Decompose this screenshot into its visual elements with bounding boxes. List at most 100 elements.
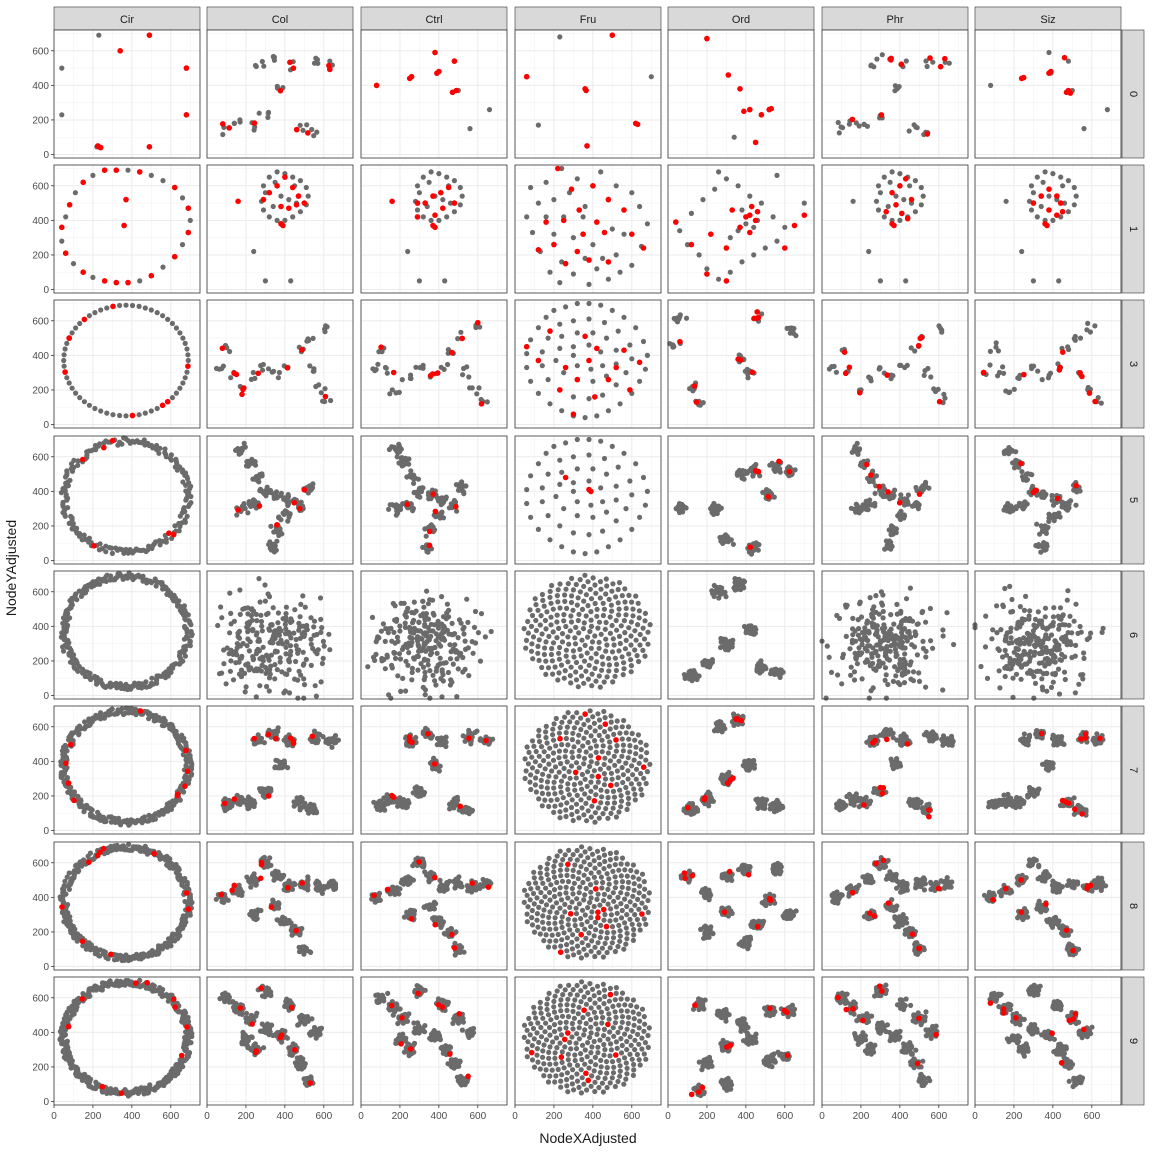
data-point	[603, 591, 608, 596]
data-point	[155, 310, 160, 315]
data-point	[1035, 641, 1040, 646]
data-point	[627, 478, 632, 483]
data-point	[1100, 630, 1105, 635]
data-point	[622, 599, 627, 604]
data-point	[463, 667, 468, 672]
data-point	[857, 123, 862, 128]
data-point	[125, 168, 130, 173]
data-point	[571, 530, 576, 535]
data-point	[1073, 602, 1078, 607]
data-point	[110, 412, 115, 417]
data-point	[1001, 604, 1006, 609]
highlight-point	[536, 247, 542, 253]
panel-background	[668, 436, 814, 564]
data-point	[1008, 635, 1013, 640]
highlight-point	[864, 462, 870, 468]
data-point	[951, 642, 956, 647]
data-point	[894, 530, 899, 535]
data-point	[540, 349, 545, 354]
data-point	[529, 641, 534, 646]
data-point	[272, 676, 277, 681]
facet-panel-ord-0	[668, 30, 814, 158]
data-point	[258, 599, 263, 604]
data-point	[174, 391, 179, 396]
data-point	[544, 609, 549, 614]
data-point	[1003, 388, 1008, 393]
data-point	[893, 673, 898, 678]
data-point	[446, 670, 451, 675]
data-point	[104, 411, 109, 416]
data-point	[618, 537, 623, 542]
highlight-point	[428, 373, 434, 379]
highlight-point	[857, 390, 863, 396]
data-point	[445, 602, 450, 607]
highlight-point	[291, 65, 297, 71]
data-point	[449, 649, 454, 654]
highlight-point	[563, 365, 569, 371]
data-point	[1073, 503, 1078, 508]
data-point	[637, 642, 642, 647]
data-point	[610, 679, 615, 684]
data-point	[423, 692, 428, 697]
data-point	[270, 640, 275, 645]
data-point	[557, 280, 562, 285]
data-point	[275, 169, 280, 174]
data-point	[295, 696, 300, 701]
data-point	[556, 626, 561, 631]
data-point	[579, 653, 584, 658]
data-point	[675, 319, 680, 324]
data-point	[467, 126, 472, 131]
highlight-point	[147, 32, 153, 38]
data-point	[444, 610, 449, 615]
data-point	[384, 366, 389, 371]
highlight-point	[726, 72, 732, 78]
data-point	[571, 480, 576, 485]
data-point	[997, 685, 1002, 690]
data-point	[1051, 680, 1056, 685]
highlight-point	[782, 245, 788, 251]
data-point	[74, 597, 79, 602]
data-point	[103, 819, 108, 824]
highlight-point	[1044, 223, 1050, 229]
data-point	[754, 668, 759, 673]
data-point	[281, 690, 286, 695]
highlight-point	[884, 372, 890, 378]
highlight-point	[689, 242, 695, 248]
data-point	[645, 353, 650, 358]
data-point	[610, 308, 615, 313]
highlight-point	[756, 315, 762, 321]
data-point	[283, 622, 288, 627]
data-point	[614, 518, 619, 523]
data-point	[327, 59, 332, 64]
data-point	[63, 346, 68, 351]
data-point	[306, 194, 311, 199]
data-point	[450, 632, 455, 637]
highlight-point	[876, 484, 882, 490]
data-point	[878, 645, 883, 650]
data-point	[824, 696, 829, 701]
data-point	[614, 252, 619, 257]
data-point	[261, 183, 266, 188]
data-point	[383, 626, 388, 631]
data-point	[911, 669, 916, 674]
data-point	[311, 624, 316, 629]
data-point	[288, 278, 293, 283]
data-point	[110, 551, 115, 556]
data-point	[540, 592, 545, 597]
data-point	[571, 549, 576, 554]
panel-background	[54, 571, 200, 699]
data-point	[177, 386, 182, 391]
data-point	[304, 339, 309, 344]
data-point	[898, 657, 903, 662]
data-point	[600, 256, 605, 261]
data-point	[149, 307, 154, 312]
data-point	[79, 594, 84, 599]
data-point	[237, 672, 242, 677]
data-point	[606, 668, 611, 673]
data-point	[629, 492, 634, 497]
data-point	[594, 651, 599, 656]
data-point	[898, 644, 903, 649]
facet-strip-label-row: 7	[1127, 767, 1139, 773]
data-point	[424, 534, 429, 539]
data-point	[441, 630, 446, 635]
